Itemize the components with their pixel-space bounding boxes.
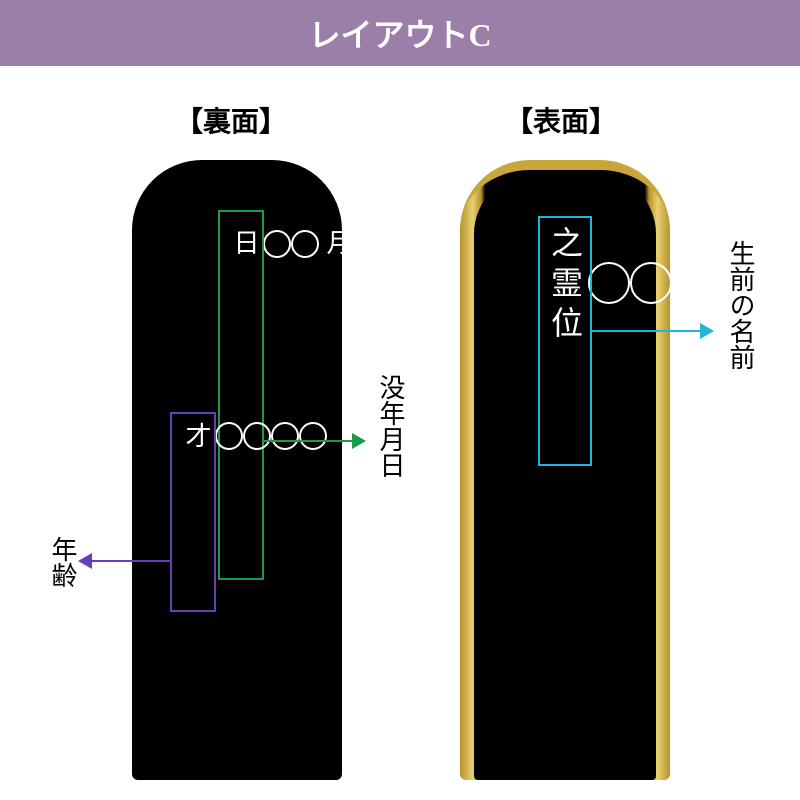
placeholder-circle xyxy=(263,230,291,258)
age-highlight xyxy=(170,412,216,612)
year-char: 年 xyxy=(384,229,421,258)
name-arrow-line xyxy=(592,330,702,332)
placeholder-circle xyxy=(630,262,672,304)
date-arrow-head xyxy=(352,433,366,449)
name-label: 生前の名前 xyxy=(722,240,759,370)
placeholder-circle xyxy=(421,230,449,258)
age-label: 年齢 xyxy=(44,536,81,588)
tablet-back: 平成 年 月 日 才 xyxy=(132,160,342,780)
placeholder-circle xyxy=(243,422,271,450)
age-arrow-line xyxy=(92,560,172,562)
placeholder-circle xyxy=(588,262,630,304)
name-arrow-head xyxy=(700,323,714,339)
layout-header: レイアウトC xyxy=(0,0,800,66)
placeholder-circle xyxy=(291,230,319,258)
placeholder-circle xyxy=(299,422,327,450)
date-label: 没年月日 xyxy=(372,374,409,478)
placeholder-circle xyxy=(672,262,714,304)
placeholder-circle xyxy=(756,262,798,304)
placeholder-circle xyxy=(271,422,299,450)
month-char: 月 xyxy=(319,229,356,258)
front-panel-title: 【表面】 xyxy=(505,100,617,140)
placeholder-circle xyxy=(356,230,384,258)
name-highlight xyxy=(538,216,592,466)
date-highlight xyxy=(218,210,264,580)
tablet-front: 之霊位 xyxy=(460,160,670,780)
placeholder-circle xyxy=(215,422,243,450)
back-panel-title: 【裏面】 xyxy=(175,100,287,140)
date-arrow-line xyxy=(264,440,354,442)
